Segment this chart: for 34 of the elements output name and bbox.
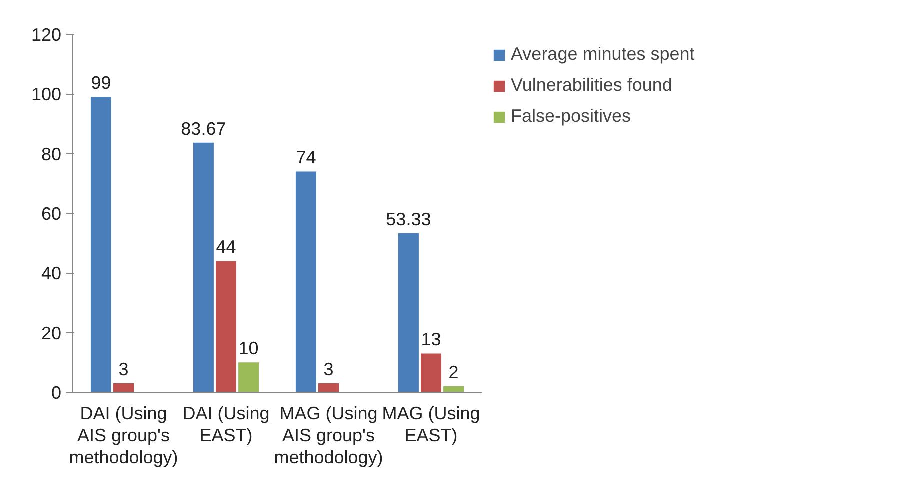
legend-label: Average minutes spent [511,44,695,65]
data-label: 99 [91,73,112,94]
y-tick-label: 60 [41,204,62,224]
data-label: 10 [238,338,259,359]
x-tick-label: MAG (Using EAST) [382,404,480,446]
y-tick-label: 40 [41,264,62,284]
y-tick-label: 100 [31,84,62,105]
data-label: 3 [118,360,129,380]
data-label: 83.67 [181,118,226,139]
data-label: 13 [421,330,442,350]
bar [114,384,134,392]
y-tick-label: 80 [41,144,62,164]
legend-label: False-positives [511,106,632,127]
bar [216,261,236,392]
data-label: 44 [216,237,236,258]
y-tick-label: 0 [51,383,62,403]
bar [90,97,112,392]
x-tick-label: DAI (Using EAST) [182,404,270,446]
data-label: 74 [296,148,316,168]
data-label: 53.33 [386,209,432,230]
bar [398,233,419,392]
bar [238,362,260,392]
y-tick-label: 120 [31,25,62,45]
bar [421,354,442,392]
bar [318,384,339,392]
x-tick-label: MAG (Using AIS group's methodology) [274,404,384,468]
legend-label: Vulnerabilities found [511,75,672,96]
data-label: 3 [324,360,334,380]
data-label: 2 [448,362,459,383]
y-tick-label: 20 [41,323,62,344]
bar [296,172,316,392]
bar [444,386,464,392]
x-tick-label: DAI (Using AIS group's methodology) [69,404,178,468]
bar [193,142,214,392]
